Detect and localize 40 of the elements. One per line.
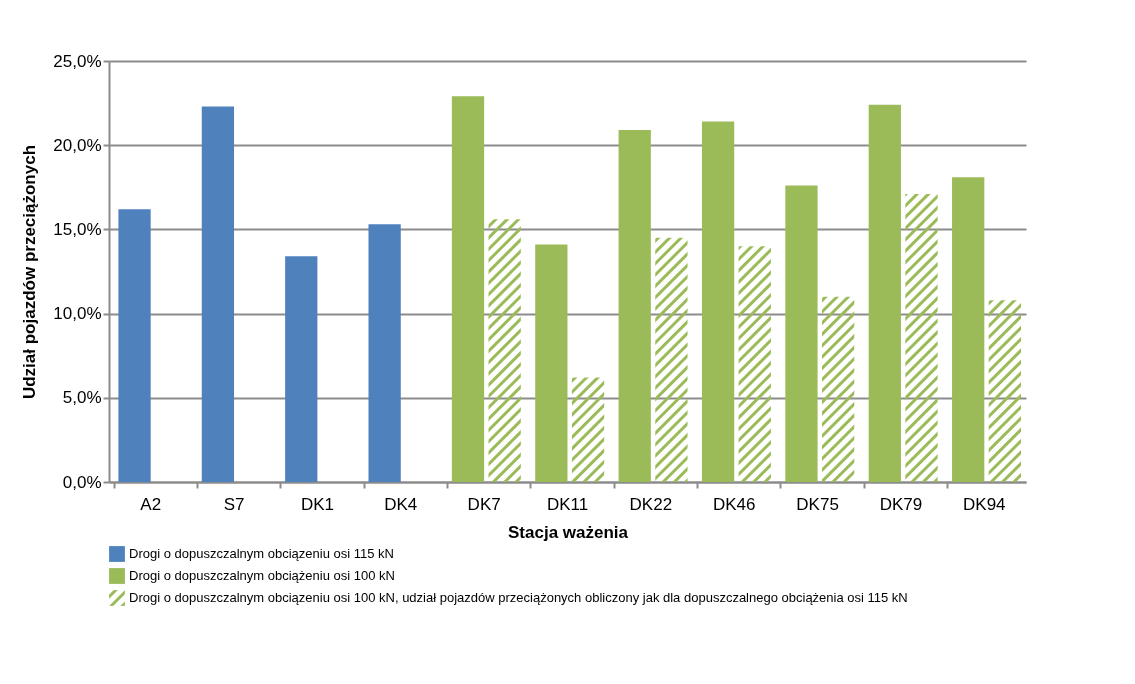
y-tick-label: 5,0% [62, 388, 102, 408]
bar [701, 121, 735, 482]
y-tick-label: 25,0% [53, 51, 102, 71]
x-tick-label: DK1 [300, 494, 334, 514]
x-tick-label: DK46 [712, 494, 756, 514]
bar [868, 104, 901, 482]
bar [535, 244, 568, 482]
bar [368, 224, 401, 482]
bar [952, 177, 985, 482]
bar [118, 209, 151, 482]
bar [988, 300, 1021, 482]
bar [285, 256, 318, 482]
x-tick-label: A2 [140, 494, 162, 514]
x-tick-label: DK94 [963, 494, 1006, 514]
bar [488, 219, 521, 482]
y-tick-label: 0,0% [62, 472, 102, 492]
x-tick-label: DK11 [546, 494, 589, 514]
y-tick-label: 20,0% [53, 135, 102, 155]
x-tick-label: DK4 [384, 494, 418, 514]
bar [785, 185, 818, 482]
x-tick-label: DK75 [796, 494, 839, 514]
bar [201, 106, 235, 482]
bar [655, 237, 688, 482]
y-tick-label: 15,0% [53, 219, 102, 239]
y-tick-label: 10,0% [53, 304, 102, 324]
legend-label: Drogi o dopuszczalnym obciązeniu osi 115 kN [129, 546, 394, 561]
x-tick-label: DK22 [629, 494, 673, 514]
y-axis-title: Udział pojazdów przeciążonych [20, 144, 40, 400]
x-tick-label: S7 [223, 494, 245, 514]
bar [738, 246, 771, 482]
bar [618, 130, 651, 482]
bar [451, 96, 485, 482]
legend-label: Drogi o dopuszczalnym obciązeniu osi 100 kN, udział pojazdów przeciążonych obliczony jak dla dopuszczalnego obciążenia osi 115 kN [129, 590, 908, 605]
x-tick-label: DK7 [467, 494, 501, 514]
bar [571, 377, 605, 482]
x-tick-label: DK79 [879, 494, 923, 514]
bar [821, 296, 855, 482]
x-axis-title: Stacja ważenia [507, 522, 629, 542]
bar [905, 194, 938, 482]
legend-label: Drogi o dopuszczalnym obciążeniu osi 100 kN [129, 568, 395, 583]
